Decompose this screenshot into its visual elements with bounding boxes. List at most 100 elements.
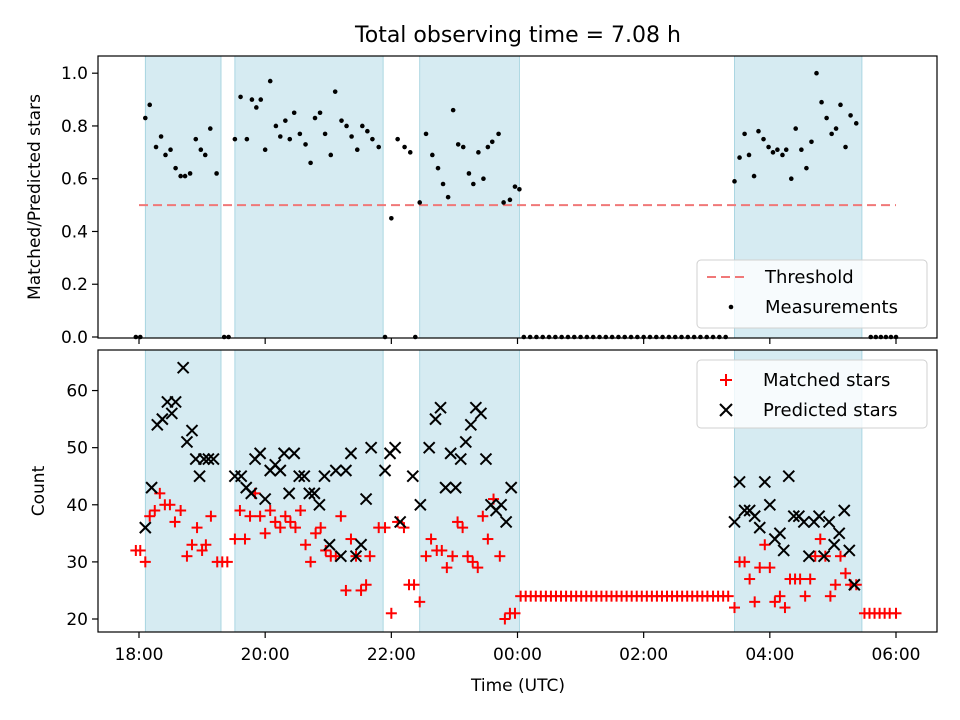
predicted-star-point <box>287 447 301 460</box>
measurement-point <box>507 197 513 203</box>
measurement-point <box>824 115 829 121</box>
matched-star-point <box>759 539 771 551</box>
matched-star-point <box>340 584 352 596</box>
predicted-star-point <box>748 509 761 523</box>
measurement-point <box>770 150 776 155</box>
predicted-star-point <box>733 475 746 489</box>
measurement-point <box>471 181 476 187</box>
measurement-point <box>244 136 250 142</box>
predicted-star-point <box>838 504 851 517</box>
measurement-point <box>308 160 313 166</box>
predicted-star-point <box>313 498 326 511</box>
matched-star-point <box>722 590 734 602</box>
matched-star-point <box>764 562 776 574</box>
measurement-point <box>553 334 558 340</box>
measurement-point <box>783 147 789 152</box>
matched-star-point <box>509 607 521 619</box>
predicted-star-point <box>318 470 331 483</box>
predicted-star-point <box>787 509 801 523</box>
count-points <box>130 361 902 625</box>
predicted-star-point <box>349 549 363 563</box>
matched-star-point <box>310 527 322 539</box>
predicted-star-point <box>258 492 272 506</box>
measurement-point <box>868 334 874 340</box>
matched-star-point <box>462 550 474 562</box>
measurement-point <box>501 200 506 205</box>
measurement-point <box>249 97 255 102</box>
measurement-point <box>354 147 360 152</box>
measurement-point <box>565 334 571 340</box>
matched-star-point <box>379 522 391 534</box>
measurement-point <box>609 334 615 340</box>
matched-star-point <box>284 516 296 528</box>
matched-star-point <box>436 544 448 556</box>
observing-window <box>419 349 520 633</box>
measurement-point <box>732 179 737 184</box>
measurement-point <box>238 94 243 100</box>
predicted-star-point <box>393 515 407 529</box>
matched-star-point <box>320 544 332 556</box>
predicted-star-point <box>329 464 343 477</box>
measurement-point <box>848 113 853 118</box>
matched-star-point <box>809 550 821 562</box>
bottom-panel: 20 30 40 50 60 18:00 20:00 22:00 00:00 02:00 04:0… <box>29 349 938 696</box>
matched-star-point <box>139 556 151 568</box>
measurement-point <box>303 142 308 147</box>
measurement-point <box>809 139 814 145</box>
x-tick-label: 22:00 <box>367 645 416 665</box>
measurement-point <box>883 334 889 340</box>
measurement-point <box>322 131 328 137</box>
measurement-point <box>775 147 780 152</box>
predicted-star-point <box>197 452 211 466</box>
x-tick-label: 00:00 <box>493 645 542 665</box>
measurement-point <box>788 176 794 182</box>
measurement-point <box>584 334 590 340</box>
matched-star-point <box>355 584 367 596</box>
measurement-point <box>143 115 148 121</box>
matched-star-point <box>824 590 836 602</box>
measurement-point <box>653 334 659 340</box>
measurement-point <box>182 173 188 179</box>
predicted-star-point <box>763 498 777 511</box>
measurement-point <box>423 131 429 137</box>
observing-window <box>144 55 222 339</box>
predicted-star-point <box>207 452 220 466</box>
measurement-point <box>590 334 596 340</box>
matched-star-point <box>799 590 811 602</box>
matched-star-point <box>360 579 372 591</box>
measurement-point <box>168 147 173 152</box>
predicted-star-point <box>822 515 836 529</box>
matched-star-point <box>814 533 826 545</box>
measurement-point <box>207 126 213 131</box>
measurement-point <box>382 334 388 340</box>
predicted-star-point <box>303 487 316 500</box>
y-tick-label: 40 <box>66 496 88 516</box>
predicted-star-point <box>499 515 513 529</box>
measurement-point <box>365 128 370 134</box>
top-x-ticks <box>138 338 897 344</box>
measurement-point <box>746 152 752 158</box>
matched-star-point <box>425 533 437 545</box>
measurement-point <box>527 334 533 340</box>
predicted-star-point <box>334 549 348 563</box>
measurement-point <box>766 144 771 150</box>
measurement-point <box>704 334 710 340</box>
predicted-star-point <box>738 504 751 517</box>
measurement-point <box>742 131 747 137</box>
matched-star-point <box>279 510 291 522</box>
measurement-point <box>193 136 199 142</box>
measurement-point <box>546 334 552 340</box>
predicted-star-point <box>817 549 831 563</box>
matched-star-point <box>794 573 806 585</box>
predicted-star-point <box>298 470 311 483</box>
measurement-point <box>888 334 894 340</box>
matched-star-point <box>364 550 376 562</box>
measurement-point <box>793 126 798 131</box>
measurement-point <box>153 144 159 150</box>
predicted-star-point <box>180 435 194 449</box>
predicted-star-point <box>797 515 811 529</box>
predicted-star-point <box>165 407 179 420</box>
y-tick-label: 0.8 <box>61 117 88 137</box>
measurement-point <box>133 334 139 340</box>
